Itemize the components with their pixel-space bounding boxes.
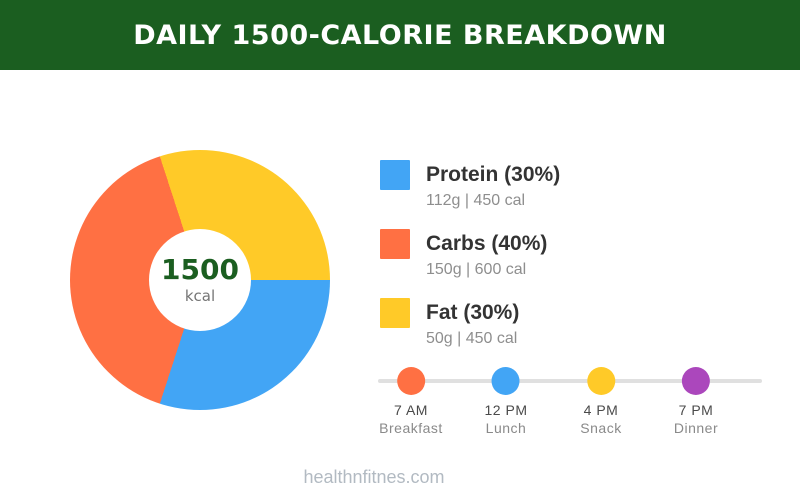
timeline-stop-lunch: 12 PM Lunch — [485, 367, 528, 436]
carbs-color-swatch — [380, 229, 410, 259]
legend-text-carbs: Carbs (40%) 150g | 600 cal — [426, 229, 547, 279]
dinner-dot-icon — [682, 367, 710, 395]
lunch-time: 12 PM — [484, 402, 528, 418]
legend-label-carbs: Carbs (40%) — [426, 232, 548, 255]
fat-color-swatch — [380, 298, 410, 328]
legend-detail-fat: 50g | 450 cal — [426, 330, 518, 347]
total-calories-value: 1500 — [161, 252, 239, 286]
dinner-label: Dinner — [673, 420, 719, 436]
legend-label-fat: Fat (30%) — [426, 301, 520, 324]
lunch-label: Lunch — [485, 420, 527, 436]
legend-detail-protein: 112g | 450 cal — [426, 192, 526, 209]
legend-item-protein: Protein (30%) 112g | 450 cal — [380, 160, 560, 210]
timeline-stop-breakfast: 7 AM Breakfast — [379, 367, 443, 436]
page-title: DAILY 1500-CALORIE BREAKDOWN — [133, 19, 667, 51]
breakfast-dot-icon — [396, 367, 425, 395]
header-banner: DAILY 1500-CALORIE BREAKDOWN — [0, 0, 800, 70]
snack-label: Snack — [580, 420, 622, 436]
protein-color-swatch — [380, 160, 410, 190]
snack-dot-icon — [586, 367, 615, 395]
timeline-stop-snack: 4 PM Snack — [580, 367, 621, 436]
legend-text-protein: Protein (30%) 112g | 450 cal — [426, 160, 560, 210]
breakfast-time: 7 AM — [394, 402, 428, 418]
legend-text-fat: Fat (30%) 50g | 450 cal — [426, 298, 519, 348]
legend-detail-carbs: 150g | 600 cal — [426, 261, 527, 278]
legend-item-carbs: Carbs (40%) 150g | 600 cal — [380, 229, 560, 279]
dinner-time: 7 PM — [678, 402, 714, 418]
timeline-line — [378, 379, 762, 383]
total-calories-unit: kcal — [184, 287, 216, 306]
legend-item-fat: Fat (30%) 50g | 450 cal — [380, 298, 560, 348]
legend-label-protein: Protein (30%) — [426, 163, 561, 186]
donut-center: 1500 kcal — [149, 229, 251, 331]
donut-chart: 1500 kcal — [70, 150, 330, 410]
legend: Protein (30%) 112g | 450 cal Carbs (40%)… — [380, 160, 560, 367]
snack-time: 4 PM — [583, 402, 619, 418]
breakfast-label: Breakfast — [379, 420, 443, 436]
lunch-dot-icon — [492, 367, 520, 395]
site-watermark: healthnfitnes.com — [303, 467, 445, 487]
timeline-stop-dinner: 7 PM Dinner — [674, 367, 718, 436]
